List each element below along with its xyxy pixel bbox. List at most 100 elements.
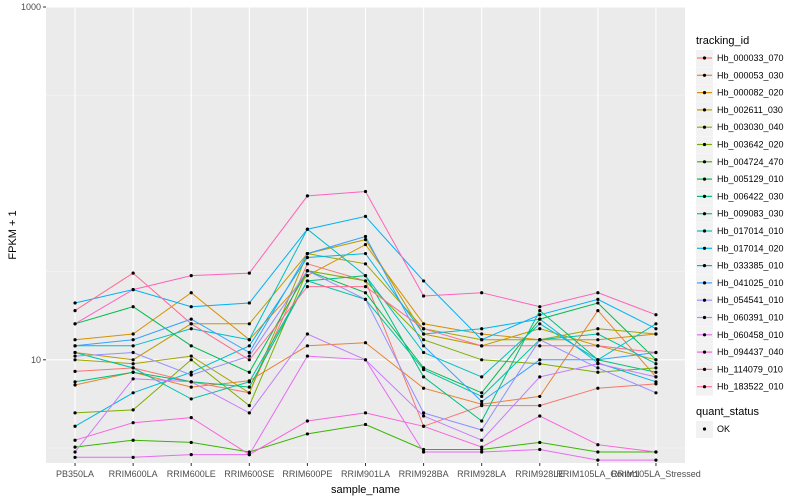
- data-point: [73, 354, 77, 358]
- data-point: [421, 332, 426, 336]
- data-point: [538, 305, 542, 309]
- data-point: [596, 386, 600, 390]
- data-point: [73, 350, 77, 355]
- legend-label: Hb_000053_030: [717, 70, 784, 80]
- data-point: [247, 453, 251, 457]
- data-point: [480, 344, 484, 348]
- data-point: [363, 284, 368, 289]
- data-point: [73, 309, 77, 313]
- data-point: [247, 350, 251, 355]
- data-point: [247, 370, 251, 374]
- legend-point: [702, 177, 707, 181]
- legend-label: Hb_060391_010: [717, 313, 784, 323]
- data-point: [73, 344, 77, 348]
- data-point: [480, 428, 484, 432]
- data-point: [305, 251, 310, 256]
- data-point: [363, 238, 368, 242]
- legend-label: Hb_114079_010: [717, 364, 783, 374]
- data-point: [73, 358, 77, 362]
- data-point: [538, 327, 542, 331]
- data-point: [305, 332, 310, 336]
- legend-label: Hb_033385_010: [717, 261, 784, 271]
- data-point: [654, 313, 658, 317]
- data-point: [480, 394, 484, 399]
- data-point: [480, 358, 484, 362]
- legend-point: [702, 427, 707, 431]
- data-point: [363, 189, 368, 194]
- data-point: [538, 375, 542, 379]
- data-point: [73, 438, 77, 442]
- legend-label: Hb_003030_040: [717, 122, 784, 132]
- data-point: [421, 367, 426, 372]
- data-point: [189, 274, 193, 278]
- legend-point: [702, 229, 707, 233]
- data-point: [538, 362, 542, 366]
- data-point: [131, 366, 135, 370]
- data-point: [73, 369, 77, 373]
- data-point: [363, 422, 368, 427]
- data-point: [189, 397, 193, 401]
- legend-label: Hb_017014_010: [717, 226, 784, 236]
- data-point: [538, 440, 542, 445]
- data-point: [480, 447, 484, 452]
- data-point: [131, 408, 135, 412]
- data-point: [247, 344, 251, 348]
- data-point: [480, 399, 484, 404]
- legend-point: [702, 194, 707, 198]
- data-point: [305, 269, 310, 273]
- x-tick-label: RRIM600SE: [224, 469, 274, 479]
- legend: tracking_id Hb_000033_070 Hb_000053_030 Hb…: [696, 35, 784, 396]
- legend-label: Hb_003642_020: [717, 140, 784, 150]
- legend-point: [702, 367, 707, 371]
- data-point: [247, 450, 251, 454]
- data-point: [305, 194, 310, 198]
- data-point: [247, 380, 251, 384]
- x-tick-label: RRIM600PE: [282, 469, 332, 479]
- y-tick-label: 1000: [21, 2, 41, 12]
- data-point: [596, 332, 600, 336]
- data-point: [538, 394, 542, 399]
- data-point: [363, 297, 368, 301]
- data-point: [131, 362, 135, 366]
- legend-label: OK: [717, 424, 730, 434]
- data-point: [131, 305, 135, 309]
- data-point: [363, 274, 368, 278]
- legend-label: Hb_060458_010: [717, 330, 784, 340]
- data-point: [654, 366, 658, 370]
- data-point: [247, 271, 251, 275]
- data-point: [654, 450, 658, 454]
- data-point: [480, 338, 484, 342]
- data-point: [305, 262, 310, 266]
- x-tick-label: RRIM600LA: [109, 469, 158, 479]
- data-point: [654, 327, 658, 331]
- legend-label: Hb_000082_020: [717, 88, 784, 98]
- data-point: [131, 391, 135, 395]
- data-point: [247, 358, 251, 362]
- y-axis: 10 1000: [21, 2, 46, 365]
- data-point: [131, 338, 135, 342]
- data-point: [189, 317, 193, 321]
- data-point: [131, 350, 135, 355]
- data-point: [73, 424, 77, 428]
- data-point: [538, 313, 542, 317]
- data-point: [73, 338, 77, 342]
- data-point: [189, 385, 193, 389]
- data-point: [189, 453, 193, 457]
- data-point: [131, 421, 135, 425]
- legend-point: [702, 160, 707, 164]
- data-point: [363, 242, 368, 247]
- legend-point: [702, 350, 707, 354]
- legend-point: [702, 125, 707, 129]
- data-point: [363, 279, 368, 283]
- data-point: [538, 358, 542, 362]
- data-point: [189, 322, 193, 326]
- data-point: [131, 358, 135, 362]
- data-point: [131, 288, 135, 292]
- data-point: [654, 391, 658, 395]
- legend-label: Hb_017014_020: [717, 243, 784, 253]
- data-point: [421, 327, 426, 331]
- data-point: [363, 251, 368, 256]
- data-point: [189, 416, 193, 420]
- data-point: [480, 327, 484, 331]
